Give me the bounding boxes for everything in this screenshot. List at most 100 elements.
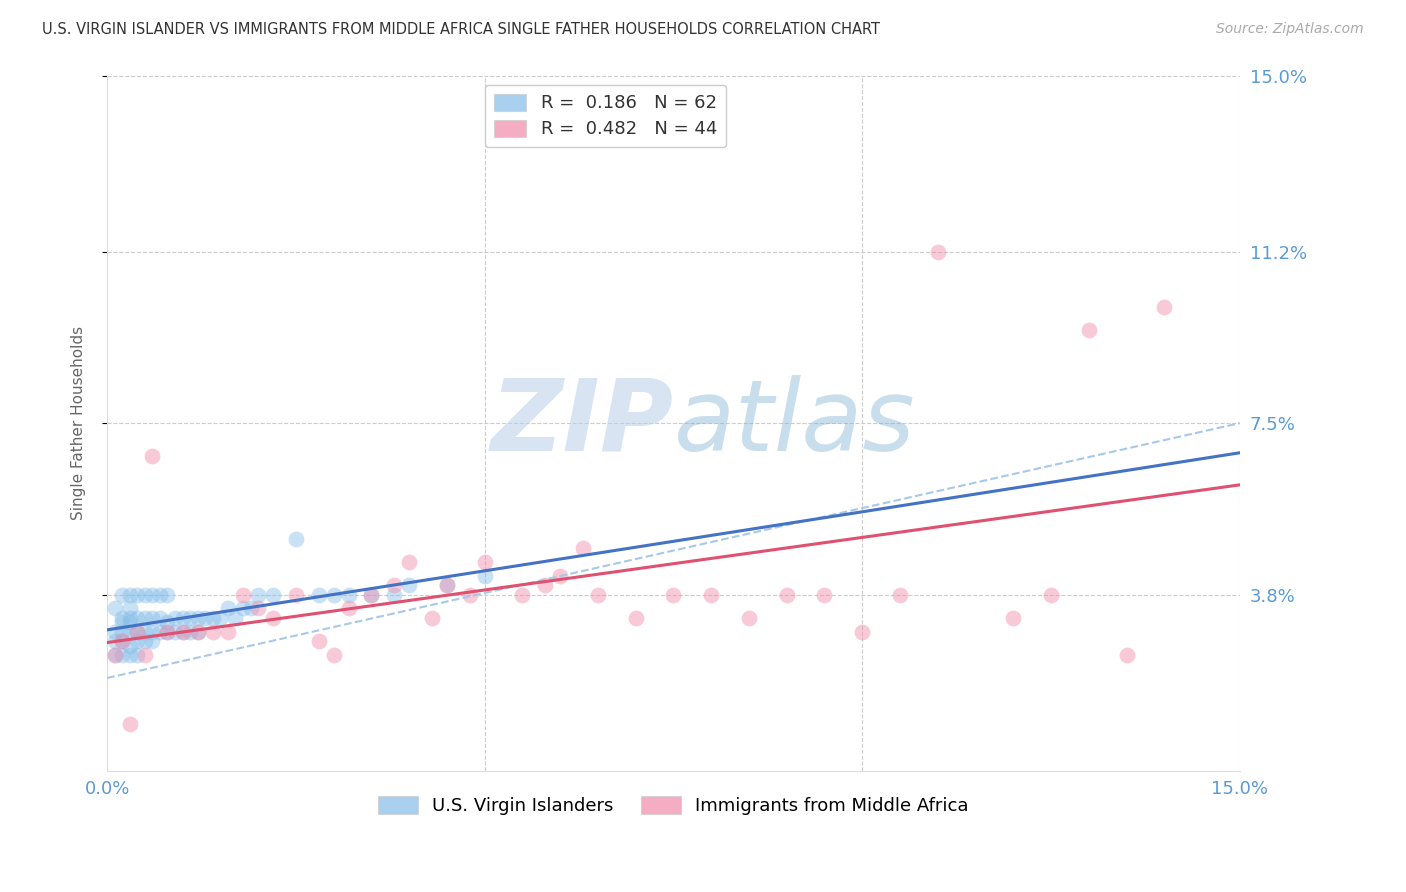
- Point: [118, 611, 141, 625]
- Point: [104, 648, 127, 662]
- Point: [224, 611, 246, 625]
- Point: [118, 717, 141, 731]
- Point: [141, 634, 163, 648]
- Point: [179, 611, 201, 625]
- Point: [572, 541, 595, 556]
- Point: [163, 611, 186, 625]
- Point: [738, 611, 761, 625]
- Point: [360, 588, 382, 602]
- Point: [813, 588, 835, 602]
- Point: [163, 624, 186, 639]
- Point: [586, 588, 609, 602]
- Point: [776, 588, 799, 602]
- Point: [337, 588, 360, 602]
- Point: [927, 244, 949, 259]
- Point: [436, 578, 458, 592]
- Point: [104, 624, 127, 639]
- Point: [548, 569, 571, 583]
- Point: [111, 634, 134, 648]
- Point: [118, 648, 141, 662]
- Y-axis label: Single Father Households: Single Father Households: [72, 326, 86, 520]
- Point: [149, 588, 172, 602]
- Point: [127, 611, 149, 625]
- Point: [172, 624, 194, 639]
- Point: [134, 634, 156, 648]
- Point: [436, 578, 458, 592]
- Point: [232, 588, 254, 602]
- Point: [1040, 588, 1063, 602]
- Point: [172, 611, 194, 625]
- Point: [398, 578, 420, 592]
- Point: [134, 611, 156, 625]
- Point: [700, 588, 723, 602]
- Point: [104, 634, 127, 648]
- Point: [1115, 648, 1137, 662]
- Point: [322, 588, 344, 602]
- Point: [127, 588, 149, 602]
- Point: [156, 615, 179, 630]
- Point: [284, 532, 307, 546]
- Point: [201, 624, 224, 639]
- Point: [217, 601, 239, 615]
- Point: [232, 601, 254, 615]
- Text: Source: ZipAtlas.com: Source: ZipAtlas.com: [1216, 22, 1364, 37]
- Point: [534, 578, 557, 592]
- Point: [382, 588, 405, 602]
- Point: [1077, 323, 1099, 337]
- Point: [889, 588, 911, 602]
- Point: [111, 624, 134, 639]
- Point: [118, 639, 141, 653]
- Point: [111, 634, 134, 648]
- Point: [134, 648, 156, 662]
- Point: [284, 588, 307, 602]
- Point: [398, 555, 420, 569]
- Point: [141, 611, 163, 625]
- Legend: U.S. Virgin Islanders, Immigrants from Middle Africa: U.S. Virgin Islanders, Immigrants from M…: [370, 788, 977, 824]
- Text: ZIP: ZIP: [491, 375, 673, 472]
- Point: [308, 634, 330, 648]
- Point: [217, 624, 239, 639]
- Point: [172, 624, 194, 639]
- Point: [474, 555, 496, 569]
- Point: [308, 588, 330, 602]
- Point: [127, 624, 149, 639]
- Point: [118, 615, 141, 630]
- Point: [118, 624, 141, 639]
- Point: [141, 624, 163, 639]
- Point: [127, 634, 149, 648]
- Text: atlas: atlas: [673, 375, 915, 472]
- Point: [624, 611, 647, 625]
- Point: [194, 611, 217, 625]
- Point: [118, 601, 141, 615]
- Point: [247, 588, 270, 602]
- Point: [262, 588, 284, 602]
- Point: [209, 611, 232, 625]
- Point: [111, 588, 134, 602]
- Point: [134, 588, 156, 602]
- Point: [111, 611, 134, 625]
- Point: [1153, 300, 1175, 314]
- Point: [104, 601, 127, 615]
- Point: [127, 624, 149, 639]
- Point: [512, 588, 534, 602]
- Point: [247, 601, 270, 615]
- Point: [134, 624, 156, 639]
- Point: [201, 611, 224, 625]
- Point: [149, 611, 172, 625]
- Point: [141, 588, 163, 602]
- Point: [118, 588, 141, 602]
- Point: [360, 588, 382, 602]
- Point: [104, 648, 127, 662]
- Point: [187, 624, 209, 639]
- Point: [239, 601, 262, 615]
- Point: [337, 601, 360, 615]
- Point: [662, 588, 685, 602]
- Point: [474, 569, 496, 583]
- Point: [420, 611, 443, 625]
- Point: [851, 624, 873, 639]
- Point: [1002, 611, 1025, 625]
- Point: [141, 449, 163, 463]
- Point: [187, 611, 209, 625]
- Text: U.S. VIRGIN ISLANDER VS IMMIGRANTS FROM MIDDLE AFRICA SINGLE FATHER HOUSEHOLDS C: U.S. VIRGIN ISLANDER VS IMMIGRANTS FROM …: [42, 22, 880, 37]
- Point: [187, 624, 209, 639]
